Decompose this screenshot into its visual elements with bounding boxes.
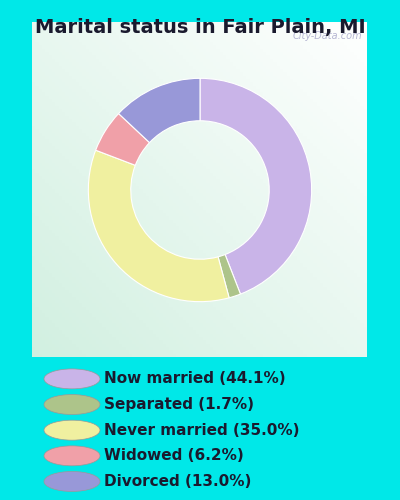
Wedge shape (200, 78, 312, 294)
Circle shape (44, 420, 100, 440)
Circle shape (44, 446, 100, 466)
Circle shape (44, 472, 100, 492)
Wedge shape (218, 254, 240, 298)
Circle shape (44, 394, 100, 414)
Text: Separated (1.7%): Separated (1.7%) (104, 397, 254, 412)
Text: Divorced (13.0%): Divorced (13.0%) (104, 474, 251, 489)
Text: Now married (44.1%): Now married (44.1%) (104, 372, 286, 386)
Text: Widowed (6.2%): Widowed (6.2%) (104, 448, 244, 464)
Wedge shape (118, 78, 200, 142)
Text: Never married (35.0%): Never married (35.0%) (104, 422, 300, 438)
Wedge shape (96, 114, 150, 166)
Text: City-Data.com: City-Data.com (292, 32, 362, 42)
Circle shape (44, 369, 100, 389)
Wedge shape (88, 150, 229, 302)
Text: Marital status in Fair Plain, MI: Marital status in Fair Plain, MI (35, 18, 365, 36)
